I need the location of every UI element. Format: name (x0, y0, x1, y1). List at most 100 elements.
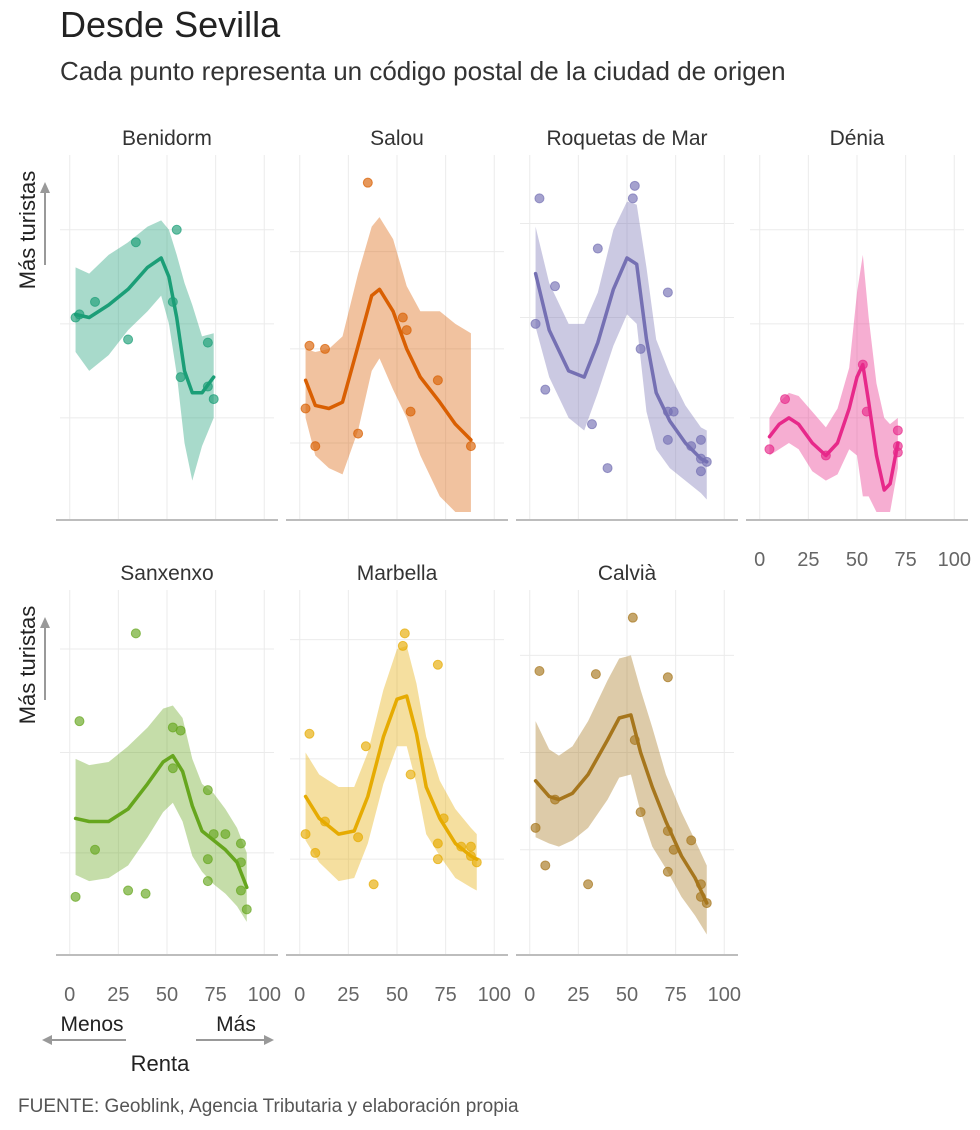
confidence-band (305, 217, 471, 512)
data-point (405, 769, 416, 780)
data-point (662, 825, 673, 836)
data-point (635, 343, 646, 354)
data-point (175, 372, 186, 383)
chart-subtitle: Cada punto representa un código postal d… (60, 56, 786, 86)
facet-roquetas-de-mar: Roquetas de Mar (516, 127, 738, 521)
data-point (662, 434, 673, 445)
y-arrow-head (40, 617, 50, 628)
data-point (202, 854, 213, 865)
confidence-band (769, 254, 898, 512)
x-tick-label: 50 (386, 984, 408, 1006)
data-point (695, 891, 706, 902)
data-point (629, 735, 640, 745)
data-point (530, 318, 541, 329)
x-tick-label: 75 (895, 549, 917, 571)
facet-title: Calvià (598, 562, 657, 585)
data-point (701, 456, 712, 467)
data-point (401, 325, 412, 336)
x-tick-label: 25 (797, 549, 819, 571)
x-axis-label: Renta (131, 1051, 190, 1076)
data-point (405, 406, 416, 417)
data-point (534, 666, 545, 676)
data-point (235, 885, 246, 896)
data-point (208, 829, 219, 840)
data-point (629, 180, 640, 191)
y-axis-annotation: Más turistas (15, 171, 50, 290)
confidence-band (75, 705, 247, 922)
data-point (540, 860, 551, 871)
x-arrow-right-head (264, 1035, 274, 1045)
data-point (202, 876, 213, 887)
data-point (686, 835, 697, 846)
data-point (399, 628, 410, 639)
confidence-band (535, 655, 707, 935)
data-point (540, 384, 551, 395)
x-axis-annotation: Menos Más Renta (42, 1013, 274, 1076)
data-point (310, 847, 321, 858)
data-point (235, 838, 246, 849)
data-point (465, 841, 476, 852)
smooth-line (533, 713, 709, 905)
x-tick-label: 50 (616, 984, 638, 1006)
facet-marbella: Marbella 0 25 50 75 100 (286, 562, 511, 1006)
data-point (360, 741, 371, 752)
facet-calvi-: Calvià 0 25 50 75 100 (516, 562, 741, 1006)
data-point (764, 444, 775, 455)
chart-title: Desde Sevilla (60, 4, 281, 45)
facet-title: Salou (370, 127, 424, 150)
data-point (471, 857, 482, 868)
facet-title: Benidorm (122, 127, 212, 150)
data-point (627, 612, 638, 623)
x-high-label: Más (216, 1013, 256, 1036)
data-point (820, 450, 831, 461)
data-point (432, 854, 443, 865)
y-axis-label: Más turistas (15, 606, 40, 725)
confidence-band (305, 645, 477, 891)
facet-sanxenxo: Sanxenxo 0 25 50 75 100 (56, 562, 281, 1006)
data-point (534, 193, 545, 204)
data-point (668, 844, 679, 855)
data-point (592, 243, 603, 254)
y-axis-label: Más turistas (15, 171, 40, 290)
data-point (892, 425, 903, 436)
data-point (167, 763, 178, 774)
data-point (701, 898, 712, 909)
data-point (241, 904, 252, 915)
y-axis-annotation: Más turistas (15, 606, 50, 725)
smooth-line (303, 694, 479, 861)
x-tick-label: 75 (435, 984, 457, 1006)
facet-title: Marbella (357, 562, 438, 585)
facet-d-nia: Dénia 0 25 50 75 100 (746, 127, 971, 571)
data-point (368, 879, 379, 890)
data-point (586, 419, 597, 430)
data-point (627, 193, 638, 204)
x-tick-label: 0 (754, 549, 765, 571)
smooth-line (73, 256, 216, 395)
data-point (304, 340, 315, 351)
y-arrow-head (40, 182, 50, 193)
data-point (310, 441, 321, 452)
data-point (220, 829, 231, 840)
x-tick-label: 75 (205, 984, 227, 1006)
x-arrow-left-head (42, 1035, 52, 1045)
confidence-band (535, 201, 707, 500)
facet-title: Dénia (830, 127, 885, 150)
x-tick-label: 25 (337, 984, 359, 1006)
data-point (662, 287, 673, 298)
x-tick-label: 75 (665, 984, 687, 1006)
x-tick-label: 100 (478, 984, 511, 1006)
data-point (530, 822, 541, 833)
data-point (397, 312, 408, 323)
data-point (123, 885, 134, 896)
data-point (74, 716, 85, 727)
data-point (892, 447, 903, 458)
data-point (583, 879, 594, 890)
data-point (90, 844, 101, 855)
data-point (300, 403, 311, 414)
x-tick-label: 25 (567, 984, 589, 1006)
data-point (304, 728, 315, 739)
data-point (635, 807, 646, 818)
data-point (123, 334, 134, 345)
x-tick-label: 100 (708, 984, 741, 1006)
